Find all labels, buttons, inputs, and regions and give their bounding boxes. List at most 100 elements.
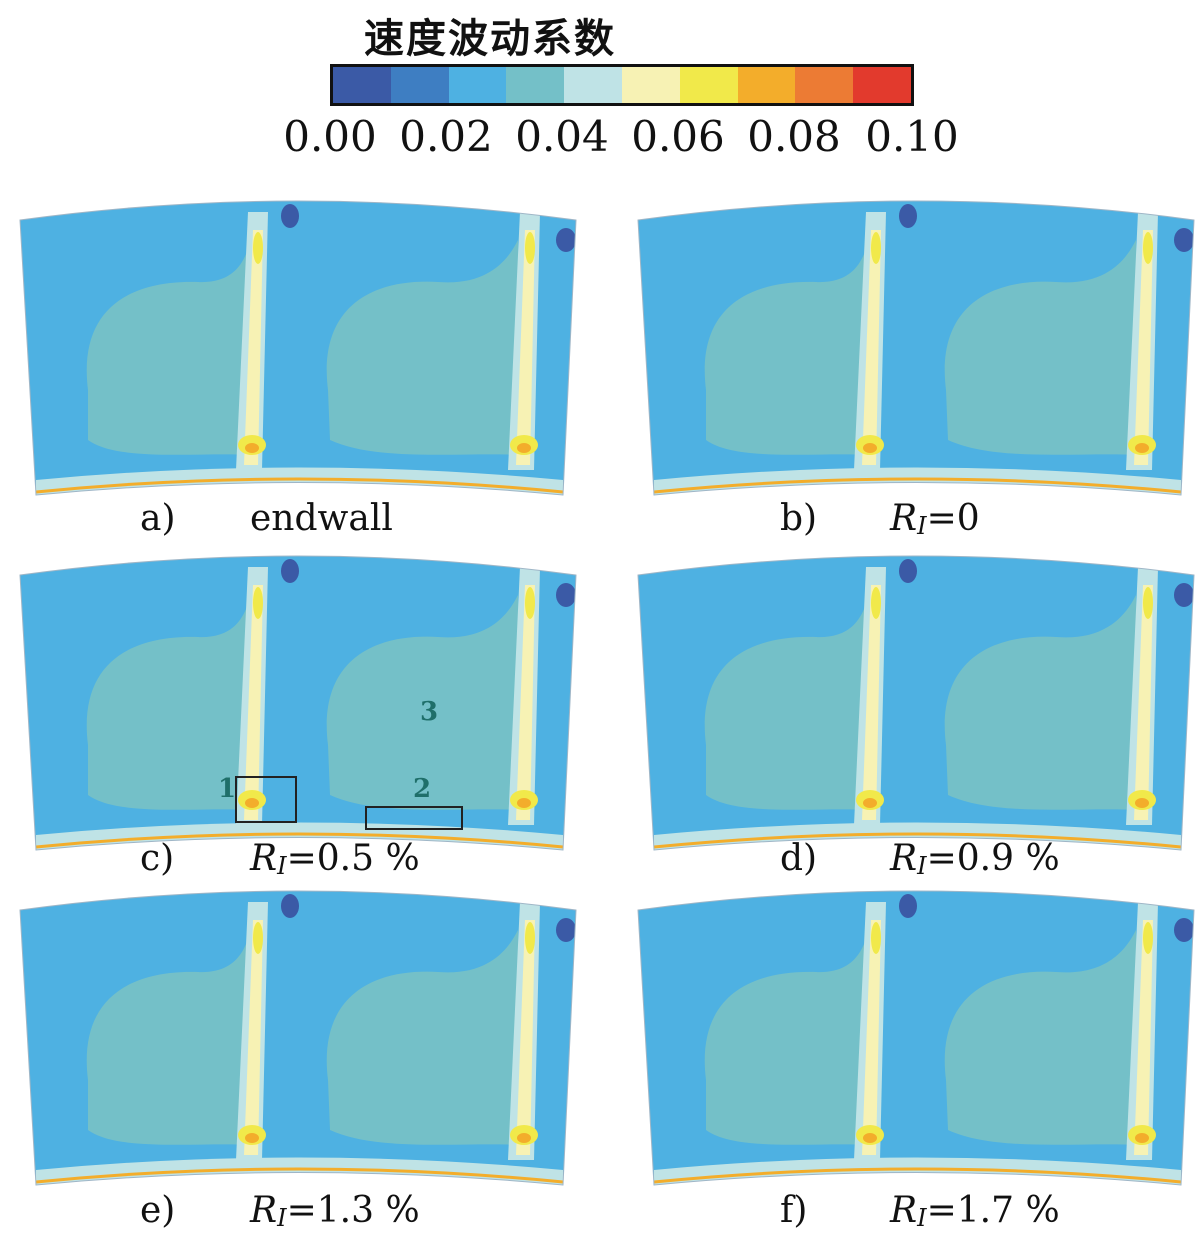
panel-letter: e) — [140, 1190, 176, 1231]
hub-hotspot-core — [517, 1133, 531, 1143]
wake-core — [516, 920, 535, 1155]
colorbar-segment — [564, 67, 622, 103]
colorbar-segment — [795, 67, 854, 103]
hub-edge — [35, 1167, 564, 1184]
wake-peak — [253, 232, 263, 264]
low-fluctuation-spot — [899, 894, 917, 918]
hub-hotspot-core — [1135, 798, 1149, 808]
plateau-region — [326, 930, 523, 1145]
hub-edge — [653, 832, 1182, 849]
contour-plot — [637, 555, 1195, 851]
contour-panel — [18, 190, 578, 500]
colorbar-segment — [853, 67, 911, 103]
contour-plot — [19, 200, 577, 496]
wake-peak — [871, 587, 881, 619]
wake-peak — [871, 922, 881, 954]
hub-edge — [653, 477, 1182, 494]
contour-plot — [19, 890, 577, 1186]
wake-peak — [1143, 587, 1153, 619]
region-marker: 2 — [413, 774, 431, 804]
sector-outline — [637, 890, 1195, 1186]
hub-hotspot-core — [517, 798, 531, 808]
wake-peak — [1143, 922, 1153, 954]
hub-edge — [35, 477, 564, 494]
colorbar-tick-label: 0.06 — [631, 112, 725, 161]
panel-caption: c) RI=0.5 % — [140, 838, 420, 880]
wake-core — [516, 230, 535, 465]
hub-hotspot-core — [245, 798, 259, 808]
low-fluctuation-spot — [1174, 228, 1194, 252]
hub-hotspot-core — [863, 1133, 877, 1143]
wake-core — [516, 585, 535, 820]
low-fluctuation-spot — [1174, 583, 1194, 607]
sector-outline — [19, 200, 577, 496]
panel-label: =1.3 % — [286, 1190, 420, 1231]
low-fluctuation-spot — [899, 204, 917, 228]
contour-panel — [636, 190, 1196, 500]
colorbar-tick-label: 0.08 — [747, 112, 841, 161]
hub-hotspot-core — [863, 443, 877, 453]
colorbar-title: 速度波动系数 — [364, 16, 616, 62]
hub-hotspot-core — [245, 1133, 259, 1143]
wake-peak — [525, 232, 535, 264]
plateau-region — [704, 230, 871, 455]
contour-panel: 1 2 3 — [18, 545, 578, 855]
wake-core — [1134, 230, 1153, 465]
panel-label: endwall — [250, 498, 393, 539]
marker-box-1 — [235, 776, 297, 823]
plateau-region — [326, 240, 523, 455]
region-marker: 1 — [218, 774, 236, 804]
panel-label: =1.7 % — [926, 1190, 1060, 1231]
wake-peak — [525, 922, 535, 954]
panel-label: =0.5 % — [286, 838, 420, 879]
colorbar-segment — [679, 67, 738, 103]
colorbar-tick-label: 0.10 — [865, 112, 959, 161]
ri-symbol: RI — [890, 498, 927, 540]
hub-edge — [653, 1167, 1182, 1184]
wake-peak — [253, 587, 263, 619]
plateau-region — [86, 920, 253, 1145]
wake-core — [244, 230, 263, 465]
wake-core — [862, 585, 881, 820]
panel-caption: f) RI=1.7 % — [780, 1190, 1060, 1232]
panel-caption: a) endwall — [140, 498, 393, 539]
panel-letter: c) — [140, 838, 175, 879]
wake-core — [244, 920, 263, 1155]
wake-core — [1134, 920, 1153, 1155]
colorbar-segment — [506, 67, 565, 103]
plateau-region — [704, 920, 871, 1145]
hub-edge — [35, 832, 564, 849]
hub-hotspot-core — [517, 443, 531, 453]
panel-label: =0.9 % — [926, 838, 1060, 879]
plateau-region — [944, 930, 1141, 1145]
ri-symbol: RI — [250, 838, 287, 880]
contour-panel — [636, 545, 1196, 855]
colorbar-segment — [390, 67, 449, 103]
low-fluctuation-spot — [281, 894, 299, 918]
panel-letter: b) — [780, 498, 818, 539]
sector-outline — [637, 200, 1195, 496]
ri-symbol: RI — [890, 838, 927, 880]
plateau-region — [944, 595, 1141, 810]
contour-plot: 1 2 3 — [19, 555, 577, 851]
low-fluctuation-spot — [556, 583, 576, 607]
panel-caption: d) RI=0.9 % — [780, 838, 1060, 880]
contour-panel — [636, 880, 1196, 1190]
wake-peak — [871, 232, 881, 264]
wake-peak — [253, 922, 263, 954]
wake-peak — [525, 587, 535, 619]
colorbar-tick-label: 0.04 — [515, 112, 609, 161]
wake-core — [862, 230, 881, 465]
wake-peak — [1143, 232, 1153, 264]
low-fluctuation-spot — [556, 918, 576, 942]
wake-core — [862, 920, 881, 1155]
contour-plot — [637, 200, 1195, 496]
panel-caption: e) RI=1.3 % — [140, 1190, 420, 1232]
sector-outline — [19, 555, 577, 851]
plateau-region — [86, 230, 253, 455]
panel-letter: d) — [780, 838, 818, 879]
contour-panel — [18, 880, 578, 1190]
low-fluctuation-spot — [899, 559, 917, 583]
colorbar-segment — [737, 67, 796, 103]
